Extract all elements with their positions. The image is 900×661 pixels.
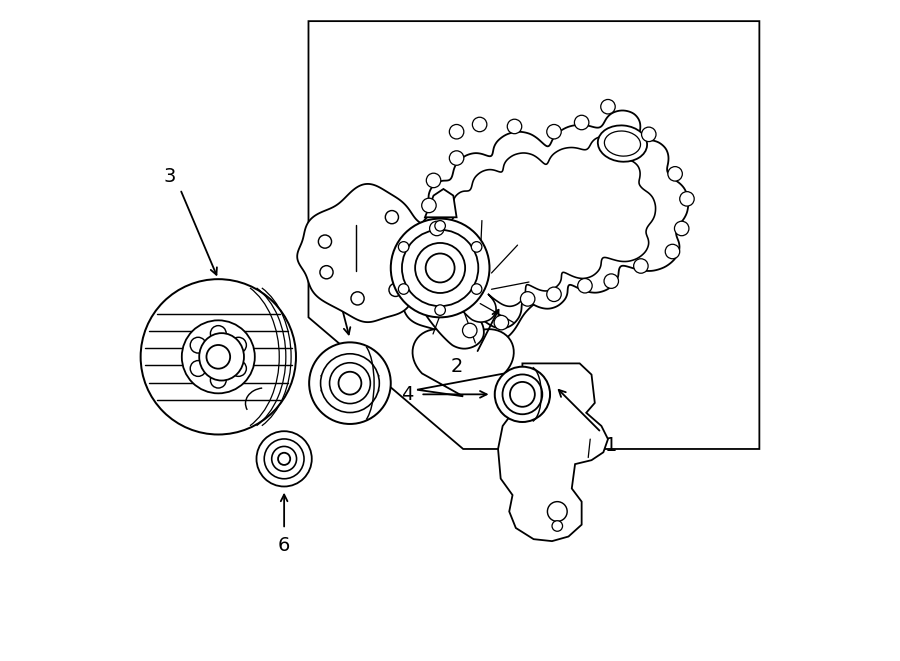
- Circle shape: [426, 253, 454, 282]
- Circle shape: [230, 337, 247, 353]
- Circle shape: [190, 361, 206, 376]
- Ellipse shape: [598, 126, 647, 162]
- Polygon shape: [498, 364, 608, 541]
- Circle shape: [391, 219, 490, 317]
- Circle shape: [574, 115, 589, 130]
- Circle shape: [256, 431, 311, 486]
- Circle shape: [435, 305, 446, 315]
- Circle shape: [494, 315, 508, 330]
- Circle shape: [600, 99, 616, 114]
- Circle shape: [668, 167, 682, 181]
- Circle shape: [190, 337, 206, 353]
- Circle shape: [472, 117, 487, 132]
- Circle shape: [404, 237, 418, 251]
- Circle shape: [547, 502, 567, 522]
- Circle shape: [449, 151, 464, 165]
- Circle shape: [435, 221, 446, 231]
- Polygon shape: [445, 136, 655, 322]
- Polygon shape: [309, 21, 760, 449]
- Circle shape: [520, 292, 535, 306]
- Circle shape: [206, 345, 230, 369]
- Circle shape: [508, 119, 522, 134]
- Text: 1: 1: [605, 436, 617, 455]
- Circle shape: [502, 374, 543, 414]
- Circle shape: [211, 326, 226, 342]
- Circle shape: [329, 363, 371, 404]
- Circle shape: [472, 284, 482, 294]
- Circle shape: [578, 278, 592, 293]
- Circle shape: [634, 258, 648, 273]
- Text: 5: 5: [328, 268, 339, 286]
- Circle shape: [320, 266, 333, 279]
- Circle shape: [642, 127, 656, 141]
- Circle shape: [463, 323, 477, 338]
- Circle shape: [265, 439, 304, 479]
- Polygon shape: [384, 222, 564, 350]
- Circle shape: [604, 274, 618, 288]
- Circle shape: [674, 221, 688, 236]
- Circle shape: [140, 279, 296, 434]
- Circle shape: [399, 242, 409, 253]
- Circle shape: [495, 367, 550, 422]
- Circle shape: [665, 245, 680, 258]
- Polygon shape: [418, 110, 688, 348]
- Circle shape: [399, 284, 409, 294]
- Circle shape: [272, 446, 297, 471]
- Circle shape: [182, 321, 255, 393]
- Polygon shape: [412, 329, 514, 397]
- Text: 4: 4: [401, 385, 414, 404]
- Circle shape: [309, 342, 391, 424]
- Circle shape: [338, 371, 362, 395]
- Circle shape: [547, 287, 562, 301]
- Circle shape: [389, 284, 402, 296]
- Circle shape: [320, 354, 379, 412]
- Circle shape: [552, 521, 562, 531]
- Ellipse shape: [199, 333, 244, 381]
- Circle shape: [278, 453, 290, 465]
- Circle shape: [547, 124, 562, 139]
- Circle shape: [472, 242, 482, 253]
- Circle shape: [680, 192, 694, 206]
- Circle shape: [211, 372, 226, 388]
- Circle shape: [429, 221, 444, 236]
- Circle shape: [510, 382, 535, 407]
- Circle shape: [415, 243, 465, 293]
- Circle shape: [427, 173, 441, 188]
- Text: 2: 2: [451, 357, 464, 376]
- Text: 6: 6: [278, 536, 291, 555]
- Circle shape: [351, 292, 364, 305]
- Polygon shape: [425, 189, 456, 217]
- Ellipse shape: [605, 131, 641, 156]
- Circle shape: [385, 211, 399, 223]
- Circle shape: [230, 361, 247, 376]
- Text: 3: 3: [164, 167, 176, 186]
- Polygon shape: [297, 184, 438, 322]
- Circle shape: [449, 124, 464, 139]
- Circle shape: [422, 198, 436, 213]
- Circle shape: [402, 230, 478, 306]
- Circle shape: [319, 235, 331, 248]
